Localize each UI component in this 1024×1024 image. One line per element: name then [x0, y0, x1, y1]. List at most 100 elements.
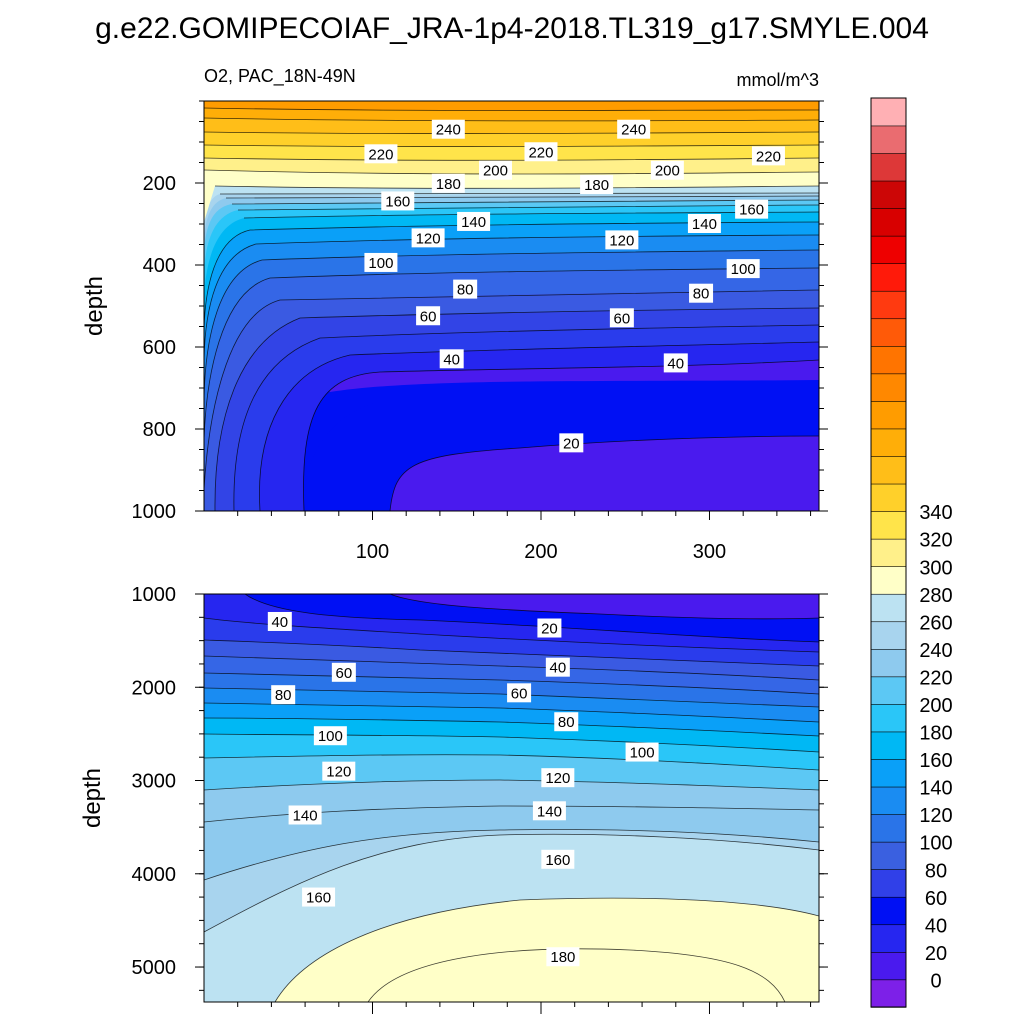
colorbar-label: 160 [919, 750, 952, 772]
colorbar-swatch [870, 676, 907, 705]
svg-text:200: 200 [655, 163, 680, 180]
colorbar-label: 280 [919, 585, 952, 607]
upper-x-axis: 100 200 300 [237, 511, 812, 563]
colorbar-label: 300 [919, 557, 952, 579]
contour-label: 140 [687, 214, 721, 233]
upper-panel: O2, PAC_18N-49N mmol/m^3 [81, 66, 828, 563]
svg-text:60: 60 [614, 310, 631, 327]
contour-label: 40 [267, 611, 292, 631]
upper-left-label: O2, PAC_18N-49N [204, 66, 356, 87]
svg-text:120: 120 [545, 770, 570, 787]
contour-label: 200 [650, 160, 684, 180]
svg-text:20: 20 [541, 621, 558, 638]
svg-text:20: 20 [563, 435, 580, 452]
svg-text:60: 60 [420, 308, 437, 325]
contour-label: 40 [439, 349, 464, 369]
colorbar-swatch [870, 593, 907, 623]
contour-label: 100 [313, 726, 347, 746]
contour-label: 120 [605, 230, 639, 250]
colorbar-swatch [870, 262, 907, 292]
colorbar: 0 20 40 60 80 100 120 140 160 180 200 220 240 260 280 3… [870, 97, 953, 1008]
upper-x-tick-label: 200 [524, 541, 557, 563]
svg-text:160: 160 [306, 890, 331, 907]
lower-contour-labels: 40 20 60 40 80 60 80 100 100 120 120 140 140 160 160 18… [267, 611, 659, 967]
contour-label: 100 [726, 259, 760, 279]
contour-label: 120 [322, 761, 356, 781]
colorbar-swatch [870, 235, 907, 264]
contour-label: 60 [507, 683, 532, 703]
y-tick-label: 600 [143, 337, 176, 359]
y-tick-label: 200 [143, 173, 176, 195]
svg-text:120: 120 [326, 764, 351, 781]
colorbar-swatch [870, 125, 907, 154]
contour-label: 140 [532, 801, 566, 821]
colorbar-swatch [870, 510, 907, 540]
contour-label: 140 [457, 211, 491, 231]
svg-text:80: 80 [457, 282, 474, 299]
lower-y-label: depth [79, 768, 106, 828]
svg-text:220: 220 [528, 144, 553, 161]
y-tick-label: 400 [143, 255, 176, 277]
colorbar-swatch [870, 455, 907, 485]
lower-x-axis [237, 1002, 812, 1014]
colorbar-swatch [870, 786, 907, 815]
colorbar-label: 140 [919, 778, 952, 800]
contour-label: 240 [431, 119, 465, 139]
colorbar-swatch [870, 621, 907, 650]
contour-label: 100 [364, 252, 398, 272]
colorbar-swatch [870, 400, 907, 430]
colorbar-swatch [870, 207, 907, 237]
upper-right-label: mmol/m^3 [737, 70, 819, 90]
colorbar-swatch [870, 896, 907, 926]
colorbar-label: 320 [919, 530, 952, 552]
contour-label: 180 [580, 175, 614, 195]
upper-contour-labels: 240 240 220 220 220 200 200 180 180 160 160 140 140 1… [364, 119, 785, 453]
contour-label: 220 [751, 146, 785, 166]
svg-text:140: 140 [293, 807, 318, 824]
colorbar-swatch [870, 180, 907, 209]
svg-text:100: 100 [318, 728, 343, 745]
colorbar-label: 60 [925, 888, 947, 910]
svg-text:240: 240 [436, 122, 461, 139]
svg-text:120: 120 [609, 232, 634, 249]
figure-title: g.e22.GOMIPECOIAF_JRA-1p4-2018.TL319_g17… [95, 12, 929, 45]
contour-label: 160 [541, 849, 575, 869]
svg-text:80: 80 [275, 687, 292, 704]
colorbar-label: 260 [919, 612, 952, 634]
y-tick-label: 800 [143, 419, 176, 441]
colorbar-label: 80 [925, 860, 947, 882]
svg-text:140: 140 [537, 803, 562, 820]
upper-contour-fill [204, 101, 819, 511]
svg-text:40: 40 [271, 614, 288, 631]
contour-label: 120 [411, 228, 445, 248]
contour-label: 80 [554, 712, 579, 732]
svg-text:140: 140 [461, 214, 486, 231]
colorbar-swatch [870, 290, 907, 320]
colorbar-swatch [870, 565, 907, 595]
y-tick-label: 4000 [132, 864, 177, 886]
colorbar-label: 0 [930, 970, 941, 992]
lower-y-axis: 1000 2000 3000 4000 5000 [132, 584, 828, 991]
upper-x-tick-label: 100 [356, 541, 389, 563]
svg-text:140: 140 [692, 216, 717, 233]
svg-text:100: 100 [368, 255, 393, 272]
svg-text:220: 220 [368, 146, 393, 163]
colorbar-label: 220 [919, 667, 952, 689]
upper-x-tick-label: 300 [693, 541, 726, 563]
contour-label: 20 [537, 618, 562, 638]
svg-text:100: 100 [731, 261, 756, 278]
colorbar-swatch [870, 97, 907, 127]
y-tick-label: 5000 [132, 957, 177, 979]
colorbar-swatch [870, 152, 907, 182]
contour-label: 20 [559, 433, 584, 453]
colorbar-swatch [870, 703, 907, 733]
colorbar-swatch [870, 345, 907, 375]
colorbar-label: 200 [919, 695, 952, 717]
svg-text:200: 200 [483, 163, 508, 180]
svg-text:60: 60 [336, 665, 353, 682]
colorbar-swatch [870, 731, 907, 760]
contour-label: 40 [663, 353, 688, 373]
lower-contour-fill [204, 594, 819, 1002]
svg-text:80: 80 [558, 714, 575, 731]
contour-label: 160 [735, 199, 769, 219]
